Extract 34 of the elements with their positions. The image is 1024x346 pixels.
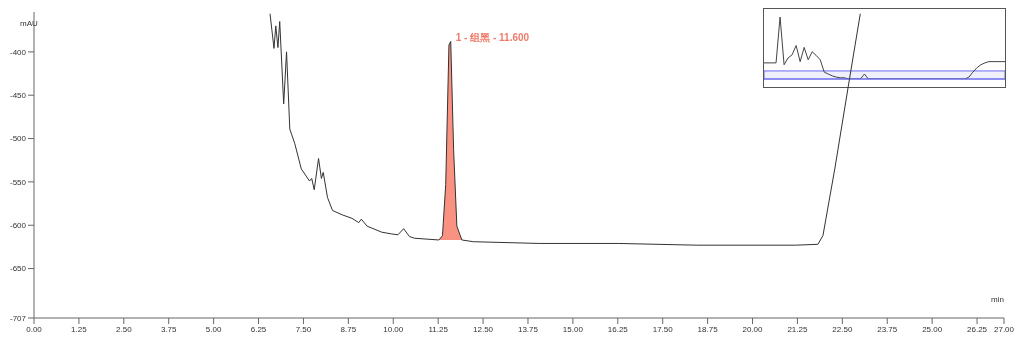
x-tick-label: 21.25 xyxy=(787,324,808,334)
y-tick-label: -600 xyxy=(9,221,27,231)
y-tick-label: -650 xyxy=(9,264,27,274)
x-tick-label: 27.00 xyxy=(993,324,1015,334)
x-axis-title: min xyxy=(991,294,1004,304)
y-tick-label: -450 xyxy=(9,91,27,101)
x-tick-label: 16.25 xyxy=(607,324,629,334)
x-tick-label: 26.25 xyxy=(967,324,988,334)
x-tick-label: 7.50 xyxy=(295,324,312,334)
y-tick-label: -400 xyxy=(9,47,27,57)
x-tick-label: 8.75 xyxy=(340,324,357,334)
y-axis-title: mAU xyxy=(20,18,38,28)
x-tick-label: 18.75 xyxy=(697,324,719,334)
x-tick-label: 3.75 xyxy=(160,324,178,334)
y-tick-label: -550 xyxy=(9,177,27,187)
x-tick-label: 17.50 xyxy=(652,324,674,334)
x-tick-label: 6.25 xyxy=(250,324,267,334)
x-tick-label: 12.50 xyxy=(473,324,494,334)
x-tick-label: 15.00 xyxy=(562,324,584,334)
x-tick-label: 20.00 xyxy=(742,324,764,334)
x-tick-label: 22.50 xyxy=(832,324,853,334)
y-tick-label: -500 xyxy=(9,134,27,144)
x-tick-label: 11.25 xyxy=(428,324,449,334)
x-tick-label: 10.00 xyxy=(383,324,404,334)
annotation: 1 - 组黑 - 11.600 xyxy=(455,32,530,44)
x-tick-label: 2.50 xyxy=(116,324,133,334)
x-tick-label: 5.00 xyxy=(205,324,222,334)
x-tick-label: 0.00 xyxy=(26,324,43,334)
x-tick-label: 1.25 xyxy=(71,324,88,334)
x-tick-label: 23.75 xyxy=(877,324,898,334)
x-tick-label: 25.00 xyxy=(922,324,943,334)
y-tick-label: -707 xyxy=(9,313,27,323)
line-series xyxy=(269,13,861,246)
x-tick-label: 13.75 xyxy=(517,324,539,334)
